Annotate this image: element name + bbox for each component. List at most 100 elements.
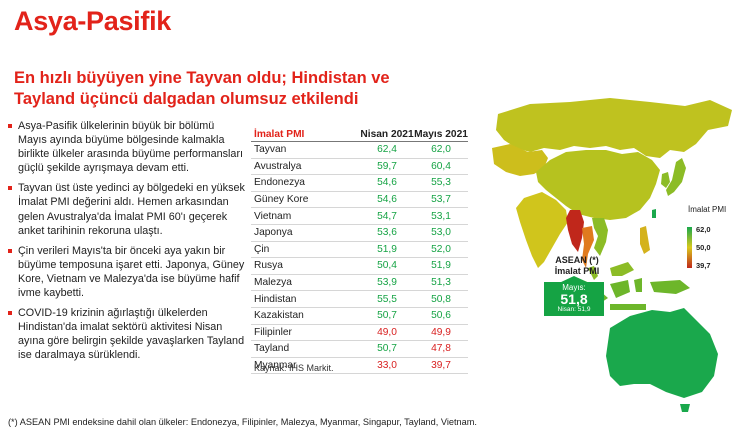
map-china	[536, 150, 660, 220]
table-header-row: İmalat PMI Nisan 2021 Mayıs 2021	[251, 127, 468, 142]
april-value-cell: 50,7	[360, 307, 414, 325]
may-value-cell: 53,1	[414, 207, 468, 225]
table-row: Tayvan 62,4 62,0	[251, 141, 468, 159]
pmi-table: İmalat PMI Nisan 2021 Mayıs 2021 Tayvan 6…	[251, 127, 468, 375]
map-thailand	[582, 226, 594, 268]
asean-value-box: Mayıs: 51,8 Nisan: 51,9	[544, 282, 604, 316]
april-value-cell: 62,4	[360, 141, 414, 159]
april-value-cell: 54,6	[360, 191, 414, 209]
bullet-item: Çin verileri Mayıs'ta bir önceki aya yak…	[8, 244, 246, 300]
map-russia	[496, 98, 732, 158]
april-value-cell: 55,5	[360, 290, 414, 308]
april-value-cell: 49,0	[360, 324, 414, 342]
asean-month-label: Mayıs:	[562, 283, 586, 292]
page-title: Asya-Pasifik	[14, 6, 171, 36]
asia-pacific-map	[492, 98, 732, 412]
may-value-cell: 51,3	[414, 274, 468, 292]
april-value-cell: 59,7	[360, 158, 414, 176]
table-row: Endonezya 54,6 55,3	[251, 174, 468, 192]
april-value-cell: 54,7	[360, 207, 414, 225]
asean-label: ASEAN (*) İmalat PMI	[554, 255, 600, 276]
table-row: Vietnam 54,7 53,1	[251, 207, 468, 225]
asean-value: 51,8	[560, 291, 588, 307]
bullet-square-icon	[8, 186, 12, 191]
column-header-country: İmalat PMI	[251, 127, 360, 142]
country-cell: Malezya	[251, 274, 360, 292]
bullet-square-icon	[8, 248, 12, 253]
country-cell: Filipinler	[251, 324, 360, 342]
may-value-cell: 53,7	[414, 191, 468, 209]
map-india	[516, 192, 568, 268]
country-cell: Çin	[251, 241, 360, 259]
asean-april-label: Nisan: 51,9	[557, 306, 591, 313]
table-row: Malezya 53,9 51,3	[251, 274, 468, 292]
map-tasmania	[680, 404, 690, 412]
may-value-cell: 50,8	[414, 290, 468, 308]
table-row: Japonya 53,6 53,0	[251, 224, 468, 242]
april-value-cell: 50,4	[360, 257, 414, 275]
april-value-cell: 53,9	[360, 274, 414, 292]
map-philippines	[640, 226, 650, 254]
country-cell: Tayland	[251, 340, 360, 358]
may-value-cell: 47,8	[414, 340, 468, 358]
map-australia	[606, 308, 718, 398]
april-value-cell: 54,6	[360, 174, 414, 192]
legend-min-label: 39,7	[696, 261, 711, 270]
source-note: Kaynak: IHS Markit.	[254, 363, 334, 373]
table-row: Filipinler 49,0 49,9	[251, 324, 468, 342]
country-cell: Rusya	[251, 257, 360, 275]
may-value-cell: 39,7	[414, 357, 468, 375]
map-kazakhstan	[492, 144, 548, 176]
april-value-cell: 50,7	[360, 340, 414, 358]
map-indonesia	[578, 278, 690, 310]
legend-title: İmalat PMI	[688, 205, 727, 214]
page-subtitle: En hızlı büyüyen yine Tayvan oldu; Hindi…	[14, 69, 390, 108]
bullet-list: Asya-Pasifik ülkelerinin büyük bir bölüm…	[8, 119, 246, 369]
country-cell: Endonezya	[251, 174, 360, 192]
map-vietnam	[592, 218, 608, 256]
country-cell: Tayvan	[251, 141, 360, 159]
bullet-item: COVID-19 krizinin ağırlaştığı ülkelerden…	[8, 306, 246, 362]
table-row: Myanmar 33,0 39,7	[251, 357, 468, 375]
country-cell: Japonya	[251, 224, 360, 242]
country-cell: Avustralya	[251, 158, 360, 176]
country-cell: Kazakistan	[251, 307, 360, 325]
may-value-cell: 53,0	[414, 224, 468, 242]
country-cell: Myanmar	[251, 357, 360, 375]
map-south-korea	[661, 172, 670, 188]
table-body: Tayvan 62,4 62,0 Avustralya 59,7 60,4 Endonezy…	[251, 141, 468, 375]
table-row: Hindistan 55,5 50,8	[251, 290, 468, 308]
map-taiwan	[652, 209, 656, 218]
table-row: Kazakistan 50,7 50,6	[251, 307, 468, 325]
table-row: Avustralya 59,7 60,4	[251, 158, 468, 176]
table-row: Çin 51,9 52,0	[251, 241, 468, 259]
asean-arrow-icon	[559, 276, 589, 283]
table-row: Güney Kore 54,6 53,7	[251, 191, 468, 209]
may-value-cell: 62,0	[414, 141, 468, 159]
legend-color-scale	[687, 227, 692, 268]
may-value-cell: 49,9	[414, 324, 468, 342]
legend-mid-label: 50,0	[696, 243, 711, 252]
bullet-square-icon	[8, 124, 12, 128]
map-malaysia	[588, 262, 634, 280]
may-value-cell: 55,3	[414, 174, 468, 192]
table-row: Tayland 50,7 47,8	[251, 340, 468, 358]
country-cell: Vietnam	[251, 207, 360, 225]
map-myanmar	[566, 210, 584, 252]
april-value-cell: 51,9	[360, 241, 414, 259]
may-value-cell: 50,6	[414, 307, 468, 325]
april-value-cell: 53,6	[360, 224, 414, 242]
april-value-cell: 33,0	[360, 357, 414, 375]
may-value-cell: 51,9	[414, 257, 468, 275]
country-cell: Hindistan	[251, 290, 360, 308]
column-header-may: Mayıs 2021	[414, 127, 468, 142]
country-cell: Güney Kore	[251, 191, 360, 209]
bullet-item: Asya-Pasifik ülkelerinin büyük bir bölüm…	[8, 119, 246, 175]
may-value-cell: 60,4	[414, 158, 468, 176]
bullet-item: Tayvan üst üste yedinci ay bölgedeki en …	[8, 181, 246, 237]
column-header-april: Nisan 2021	[360, 127, 414, 142]
map-japan	[666, 158, 686, 196]
legend-max-label: 62,0	[696, 225, 711, 234]
may-value-cell: 52,0	[414, 241, 468, 259]
table-row: Rusya 50,4 51,9	[251, 257, 468, 275]
